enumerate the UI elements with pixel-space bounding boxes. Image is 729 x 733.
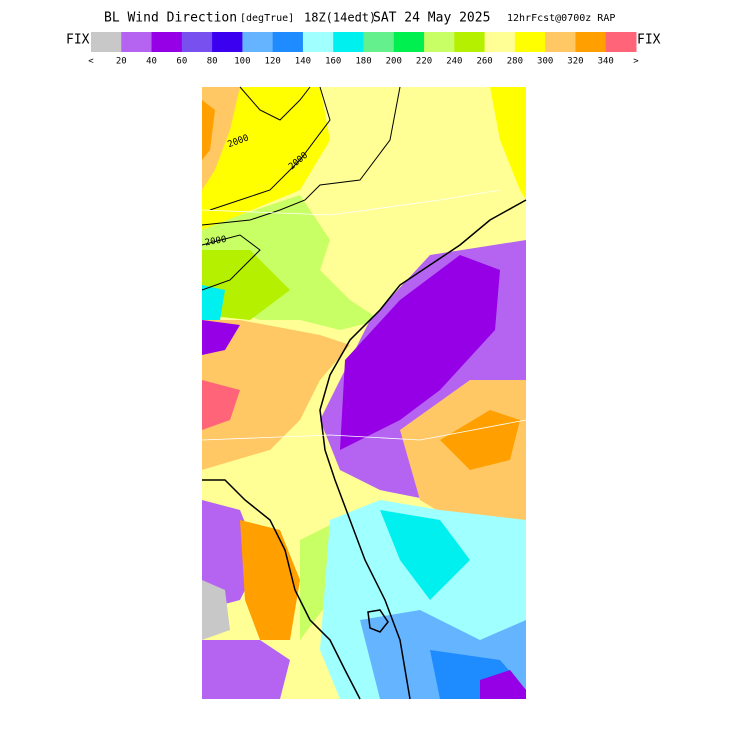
contour [239,86,311,121]
legend-swatch [575,32,607,52]
legend-label: 120 [265,57,281,67]
region [340,255,500,450]
legend-label: 300 [537,57,553,67]
coastline [319,199,527,700]
legend-label: > [633,57,639,67]
legend-label: 20 [116,57,127,67]
legend-swatch [181,32,213,52]
region [202,250,290,320]
legend-label: 260 [476,57,492,67]
legend-label: 40 [146,57,157,67]
legend-swatch [605,32,637,52]
legend: <20 40 60 80 100 120 140 160 180 200 220 240 260 280 3… [88,32,639,67]
legend-swatch [484,32,516,52]
title-part: [degTrue] [240,13,294,24]
region [202,87,330,230]
legend-label: 100 [234,57,250,67]
legend-label: 180 [355,57,371,67]
region [202,640,290,699]
title-part: SAT 24 May 2025 [373,11,490,26]
legend-swatch [242,32,274,52]
legend-label: 80 [207,57,218,67]
legend-label: 160 [325,57,341,67]
contour [209,86,331,211]
region [202,580,230,640]
region [202,320,240,355]
legend-swatch [424,32,455,52]
region [202,285,225,330]
region [480,670,526,699]
legend-swatch [151,32,183,52]
region [202,100,215,160]
legend-label: < [88,57,94,67]
title-part: 12hrFcst@0700z RAP [507,13,615,24]
border [201,189,501,216]
title: BL Wind Direction [degTrue] 18Z(14edt) S… [104,11,615,26]
legend-label: 200 [386,57,402,67]
legend-swatch [514,32,546,52]
title-part: 18Z(14edt) [304,11,376,25]
region [440,87,526,200]
legend-swatch [454,32,486,52]
region [202,380,240,430]
legend-label: 340 [598,57,614,67]
fix-label: FIX [66,33,90,48]
contour [367,609,389,633]
coastline [202,479,361,700]
legend-label: 60 [176,57,187,67]
region [202,320,350,470]
legend-swatch [91,32,122,52]
legend-swatch [333,32,364,52]
legend-swatch [272,32,304,52]
legend-swatch [212,32,243,52]
legend-label: 240 [446,57,462,67]
legend-swatch [545,32,576,52]
contour [201,234,261,291]
border [201,419,527,441]
legend-label: 220 [416,57,432,67]
region [380,510,470,600]
legend-label: 280 [507,57,523,67]
map: 2000 2000 2000 [201,86,527,700]
legend-swatch [393,32,425,52]
legend-swatch [363,32,395,52]
legend-swatch [121,32,153,52]
legend-swatch [302,32,334,52]
legend-label: 320 [567,57,583,67]
fix-label: FIX [637,33,661,48]
legend-label: 140 [295,57,311,67]
contour-label: 2000 [204,235,227,249]
contour [201,86,401,226]
title-part: BL Wind Direction [104,11,237,26]
